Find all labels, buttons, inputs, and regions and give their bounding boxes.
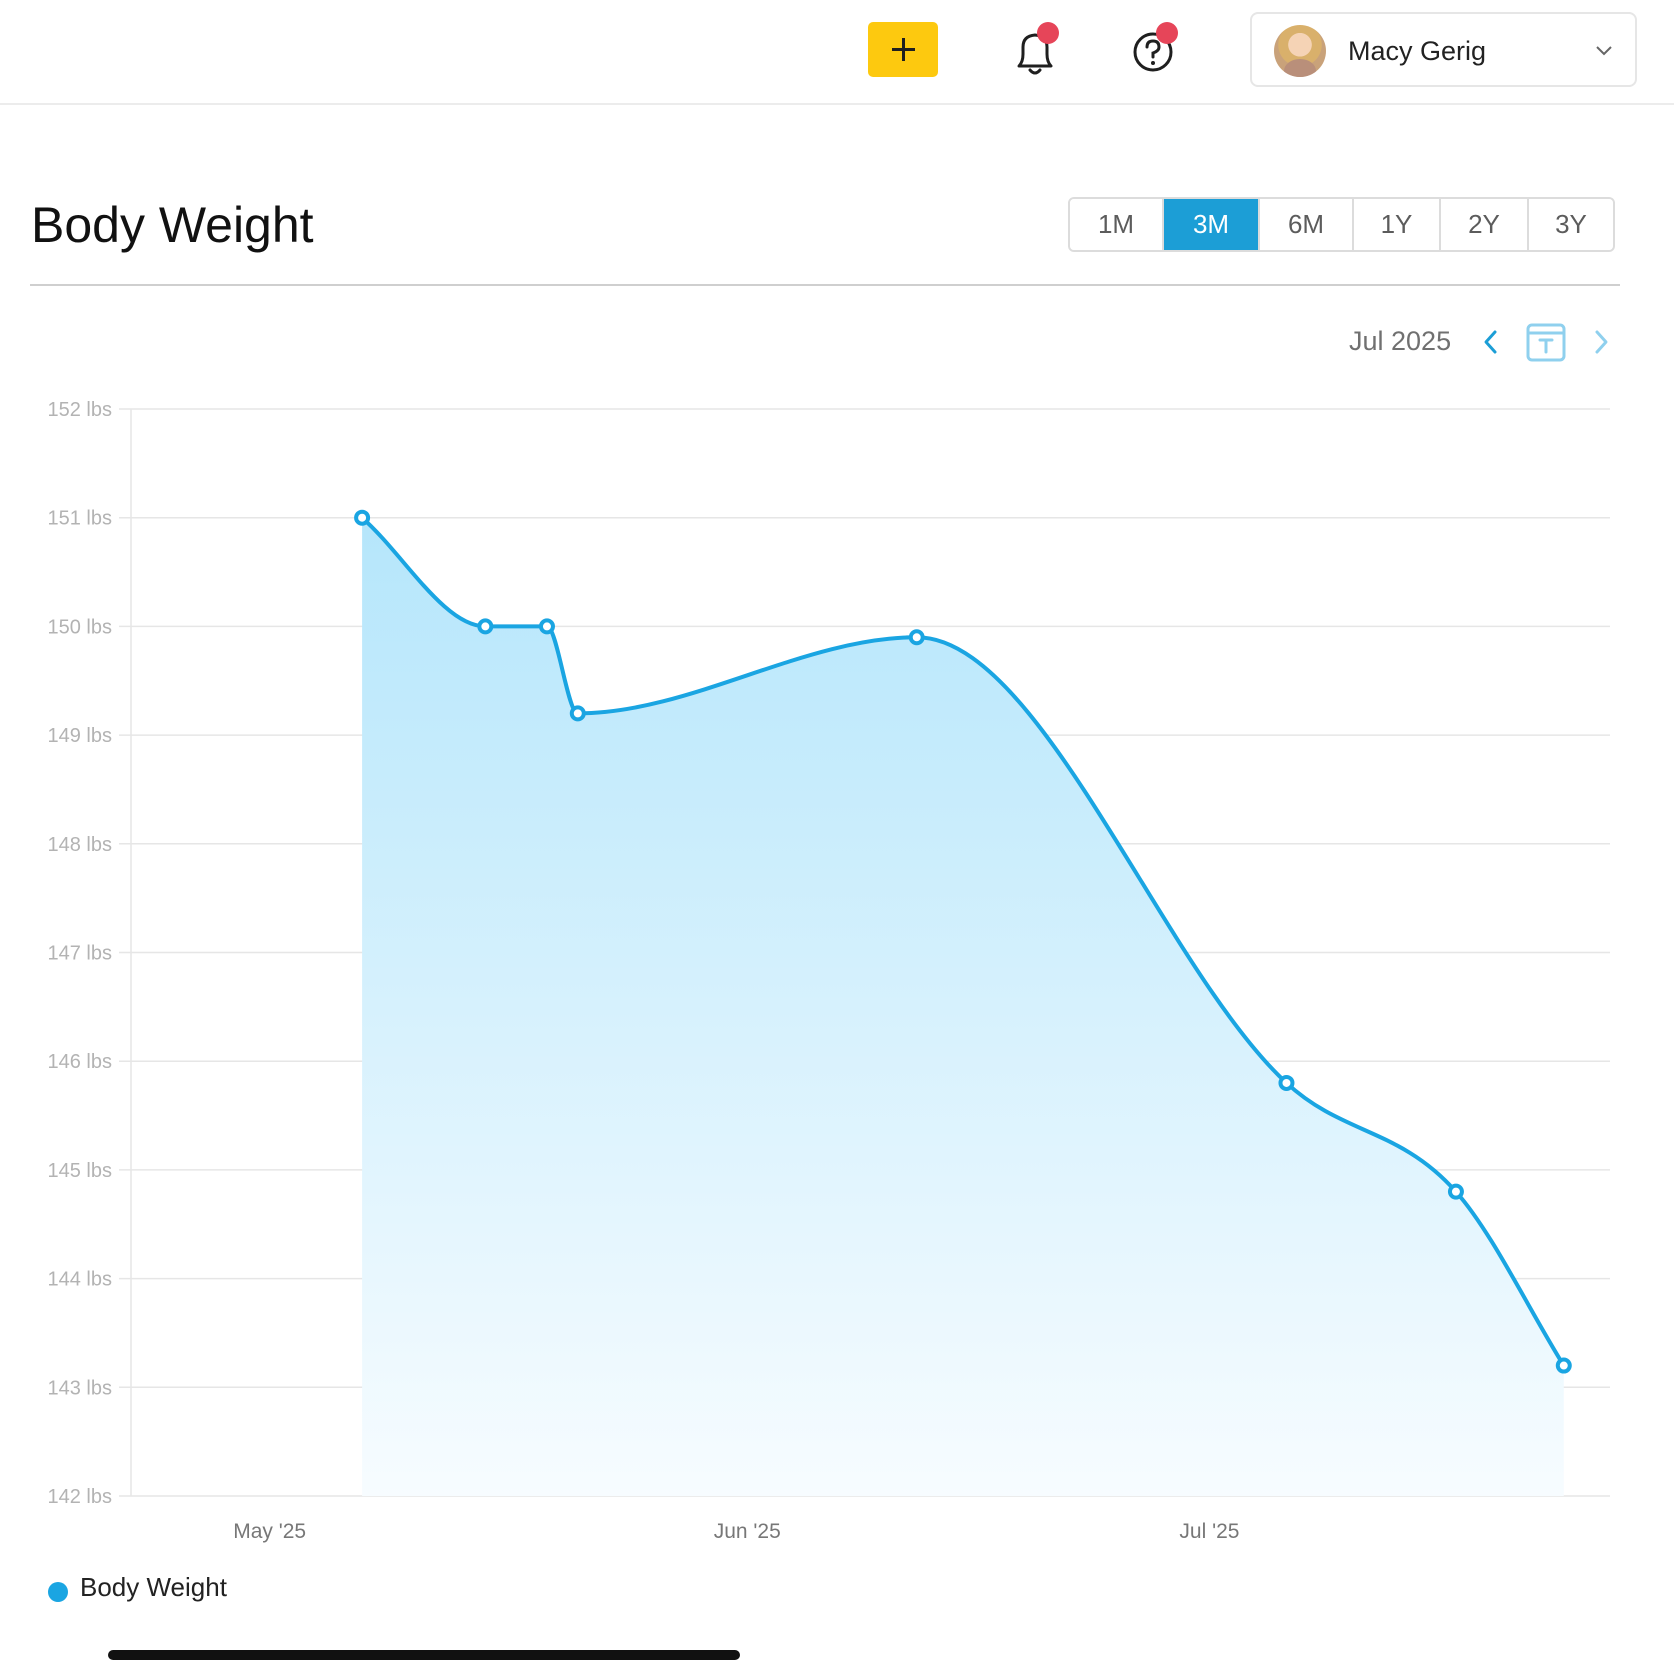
y-axis-tick-labels: 152 lbs 151 lbs 150 lbs 149 lbs 148 lbs 147 l…: [48, 399, 113, 1508]
avatar: [1274, 25, 1326, 77]
range-2y-button[interactable]: 2Y: [1441, 199, 1529, 250]
y-tick-label: 144 lbs: [48, 1269, 113, 1291]
data-point[interactable]: [1278, 1074, 1295, 1091]
next-period-button[interactable]: [1585, 325, 1617, 359]
data-point[interactable]: [569, 705, 586, 722]
period-label: Jul 2025: [1349, 326, 1452, 356]
chevron-down-icon: [1596, 46, 1612, 56]
y-tick-label: 152 lbs: [48, 399, 113, 421]
notification-badge: [1037, 22, 1059, 44]
page-title: Body Weight: [31, 197, 314, 253]
data-point[interactable]: [1555, 1357, 1572, 1374]
home-indicator: [108, 1650, 740, 1660]
user-name: Macy Gerig: [1348, 36, 1487, 66]
y-tick-label: 150 lbs: [48, 616, 113, 638]
x-tick-label: Jul '25: [1179, 1520, 1239, 1543]
body-weight-points: [354, 509, 1572, 1374]
legend-label: Body Weight: [80, 1572, 227, 1602]
y-tick-label: 145 lbs: [48, 1160, 113, 1182]
title-divider: [30, 284, 1620, 286]
range-1m-button[interactable]: 1M: [1070, 199, 1164, 250]
range-3m-button[interactable]: 3M: [1164, 199, 1260, 250]
body-weight-chart: 152 lbs 151 lbs 150 lbs 149 lbs 148 lbs 147 l…: [48, 399, 1610, 1543]
x-axis-tick-labels: May '25 Jun '25 Jul '25: [233, 1520, 1239, 1543]
range-6m-button[interactable]: 6M: [1260, 199, 1354, 250]
y-tick-label: 147 lbs: [48, 943, 113, 965]
data-point[interactable]: [538, 618, 555, 635]
x-tick-label: May '25: [233, 1520, 306, 1543]
question-icon: [1133, 32, 1173, 72]
add-button[interactable]: [868, 22, 938, 77]
range-3y-button[interactable]: 3Y: [1529, 199, 1613, 250]
help-badge: [1156, 22, 1178, 44]
data-point[interactable]: [908, 629, 925, 646]
previous-period-button[interactable]: [1475, 325, 1507, 359]
data-point[interactable]: [1447, 1183, 1464, 1200]
chevron-left-icon: [1484, 330, 1497, 354]
y-tick-label: 149 lbs: [48, 725, 113, 747]
data-point[interactable]: [354, 509, 371, 526]
data-point[interactable]: [477, 618, 494, 635]
bell-icon: [1017, 33, 1053, 75]
x-tick-label: Jun '25: [714, 1520, 781, 1543]
range-selector: 1M 3M 6M 1Y 2Y 3Y: [1068, 197, 1615, 252]
y-tick-label: 142 lbs: [48, 1486, 113, 1508]
notifications-button[interactable]: [1005, 22, 1065, 82]
calendar-today-icon: [1526, 323, 1566, 362]
range-1y-button[interactable]: 1Y: [1354, 199, 1441, 250]
legend-marker: [48, 1581, 68, 1602]
user-menu[interactable]: Macy Gerig: [1250, 12, 1637, 87]
help-button[interactable]: [1124, 22, 1184, 82]
y-tick-label: 148 lbs: [48, 834, 113, 856]
plus-icon-stem: [902, 38, 905, 61]
chart-legend[interactable]: Body Weight: [48, 1572, 227, 1603]
today-button[interactable]: [1525, 321, 1567, 363]
body-weight-area: [362, 517, 1564, 1496]
chevron-right-icon: [1595, 330, 1608, 354]
y-tick-label: 143 lbs: [48, 1377, 113, 1399]
y-tick-label: 151 lbs: [48, 508, 113, 530]
top-bar: Macy Gerig: [0, 0, 1674, 105]
y-tick-label: 146 lbs: [48, 1051, 113, 1073]
